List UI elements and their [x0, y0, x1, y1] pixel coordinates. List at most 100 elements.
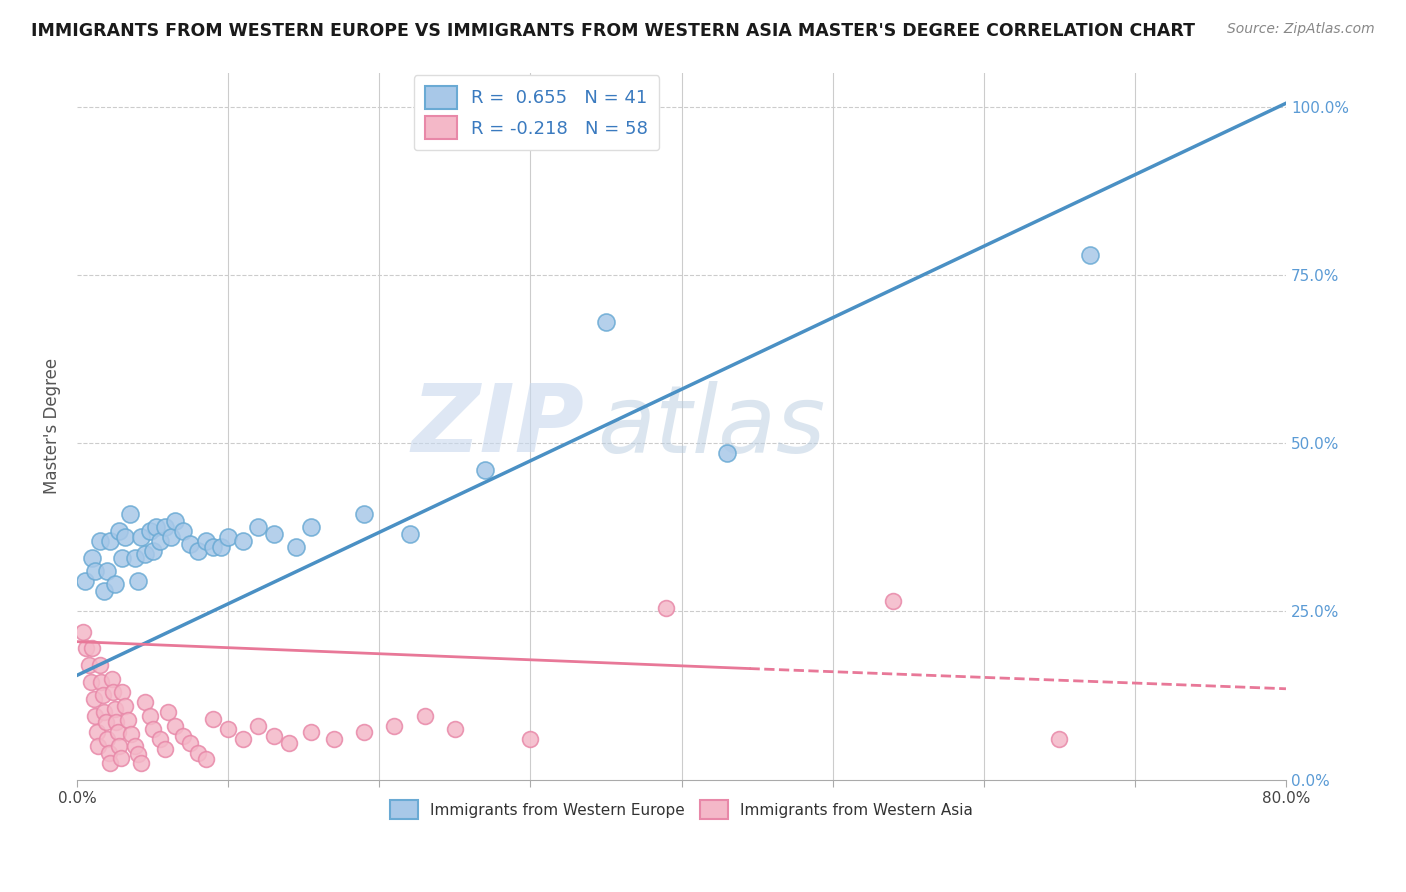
Point: [209, 541, 232, 555]
Point: [91, 689, 114, 703]
Point: [82, 550, 104, 565]
Point: [165, 719, 187, 733]
Point: [96, 564, 118, 578]
Point: [104, 702, 127, 716]
Point: [149, 732, 172, 747]
Legend: Immigrants from Western Europe, Immigrants from Western Asia: Immigrants from Western Europe, Immigran…: [384, 794, 979, 825]
Point: [882, 594, 904, 608]
Point: [84, 708, 107, 723]
Point: [384, 719, 406, 733]
Text: Source: ZipAtlas.com: Source: ZipAtlas.com: [1227, 22, 1375, 37]
Point: [110, 751, 132, 765]
Point: [153, 520, 176, 534]
Point: [108, 739, 131, 753]
Point: [179, 736, 201, 750]
Point: [474, 463, 496, 477]
Point: [124, 550, 146, 565]
Point: [187, 543, 209, 558]
Point: [138, 708, 160, 723]
Point: [118, 507, 141, 521]
Point: [655, 601, 678, 615]
Point: [187, 746, 209, 760]
Point: [117, 714, 139, 728]
Point: [202, 712, 225, 726]
Point: [595, 315, 617, 329]
Text: atlas: atlas: [598, 381, 825, 472]
Point: [202, 541, 225, 555]
Point: [153, 742, 176, 756]
Point: [1078, 248, 1101, 262]
Point: [145, 520, 167, 534]
Point: [194, 533, 217, 548]
Point: [179, 537, 201, 551]
Point: [124, 739, 146, 753]
Point: [105, 715, 128, 730]
Point: [353, 725, 375, 739]
Point: [114, 698, 136, 713]
Point: [83, 691, 105, 706]
Point: [142, 543, 165, 558]
Point: [111, 685, 134, 699]
Point: [129, 530, 152, 544]
Point: [90, 675, 112, 690]
Point: [398, 527, 420, 541]
Point: [159, 530, 181, 544]
Point: [96, 732, 118, 747]
Point: [263, 527, 285, 541]
Point: [82, 641, 104, 656]
Point: [1047, 732, 1070, 747]
Point: [194, 752, 217, 766]
Y-axis label: Master's Degree: Master's Degree: [44, 359, 60, 494]
Text: ZIP: ZIP: [412, 380, 585, 472]
Point: [247, 719, 270, 733]
Point: [277, 736, 299, 750]
Point: [94, 715, 117, 730]
Point: [89, 658, 111, 673]
Point: [73, 574, 96, 588]
Point: [114, 530, 136, 544]
Point: [89, 533, 111, 548]
Point: [111, 550, 134, 565]
Point: [519, 732, 541, 747]
Point: [77, 658, 100, 673]
Point: [247, 520, 270, 534]
Point: [103, 685, 125, 699]
Point: [98, 533, 121, 548]
Point: [138, 524, 160, 538]
Point: [127, 574, 149, 588]
Point: [87, 739, 110, 753]
Point: [263, 729, 285, 743]
Text: IMMIGRANTS FROM WESTERN EUROPE VS IMMIGRANTS FROM WESTERN ASIA MASTER'S DEGREE C: IMMIGRANTS FROM WESTERN EUROPE VS IMMIGR…: [31, 22, 1195, 40]
Point: [149, 533, 172, 548]
Point: [323, 732, 346, 747]
Point: [232, 533, 254, 548]
Point: [121, 727, 143, 741]
Point: [129, 756, 152, 770]
Point: [413, 708, 436, 723]
Point: [299, 520, 322, 534]
Point: [108, 524, 131, 538]
Point: [142, 722, 165, 736]
Point: [72, 624, 94, 639]
Point: [172, 524, 194, 538]
Point: [93, 706, 115, 720]
Point: [232, 732, 254, 747]
Point: [134, 547, 156, 561]
Point: [444, 722, 467, 736]
Point: [217, 722, 239, 736]
Point: [93, 584, 115, 599]
Point: [98, 756, 121, 770]
Point: [97, 746, 120, 760]
Point: [84, 564, 107, 578]
Point: [101, 672, 124, 686]
Point: [156, 706, 179, 720]
Point: [134, 695, 156, 709]
Point: [127, 747, 149, 761]
Point: [353, 507, 375, 521]
Point: [104, 577, 127, 591]
Point: [107, 725, 129, 739]
Point: [285, 541, 308, 555]
Point: [716, 446, 738, 460]
Point: [299, 725, 322, 739]
Point: [80, 675, 103, 690]
